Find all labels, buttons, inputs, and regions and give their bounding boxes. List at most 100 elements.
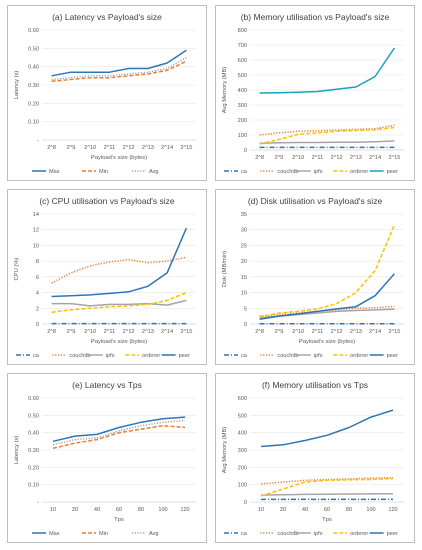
y-tick-label: 0.20 bbox=[28, 465, 39, 471]
chart-panel-c: (c) CPU utilisation vs Payload's size 0 2 4… bbox=[7, 189, 207, 365]
y-tick-label: 600 bbox=[238, 58, 247, 64]
series-line-peer bbox=[259, 273, 395, 321]
x-tick-label: 2^8 bbox=[47, 145, 56, 151]
legend-label: Min bbox=[99, 531, 108, 537]
x-tick-label: 20 bbox=[72, 507, 78, 513]
x-tick-label: 2^13 bbox=[142, 145, 154, 151]
y-tick-label: 600 bbox=[238, 396, 247, 402]
x-tick-label: 60 bbox=[324, 507, 330, 513]
y-tick-label: 200 bbox=[238, 465, 247, 471]
chart-title: (f) Memory utilisation vs Tps bbox=[262, 380, 368, 390]
legend-label: peer bbox=[387, 353, 398, 359]
legend-label: orderer bbox=[350, 531, 368, 537]
chart-panel-b: (b) Memory utilisation vs Payload's size… bbox=[215, 5, 415, 181]
chart-panel-f: (f) Memory utilisation vs Tps 0 100 200 300 4… bbox=[215, 373, 415, 543]
x-tick-label: 2^14 bbox=[161, 329, 173, 335]
y-axis-label: Avg Memory (MB) bbox=[222, 67, 228, 114]
y-tick-label: 0.60 bbox=[28, 396, 39, 402]
y-tick-label: 10 bbox=[241, 291, 247, 297]
series-line-Min bbox=[51, 60, 187, 83]
chart-title: (a) Latency vs Payload's size bbox=[52, 12, 162, 22]
series-line-peer bbox=[259, 47, 396, 94]
x-tick-label: 2^13 bbox=[142, 329, 154, 335]
x-tick-label: 2^11 bbox=[312, 329, 324, 335]
legend-label: ipfs bbox=[314, 353, 323, 359]
y-tick-label: 20 bbox=[241, 259, 247, 265]
y-tick-label: 300 bbox=[238, 103, 247, 109]
series-line-Max bbox=[52, 416, 186, 443]
legend-label: couchdb bbox=[277, 169, 298, 175]
series-line-orderer bbox=[51, 291, 187, 313]
chart-title: (c) CPU utilisation vs Payload's size bbox=[39, 196, 175, 206]
x-tick-label: 100 bbox=[158, 507, 167, 513]
x-tick-label: 2^11 bbox=[104, 329, 116, 335]
x-tick-label: 2^13 bbox=[350, 155, 362, 161]
y-axis-label: Disk (MB/min) bbox=[222, 251, 228, 287]
y-tick-label: 0.40 bbox=[28, 431, 39, 437]
legend-label: peer bbox=[387, 531, 398, 537]
series-line-orderer bbox=[259, 224, 396, 318]
y-tick-label: 0.10 bbox=[28, 120, 39, 126]
y-tick-label: 5 bbox=[244, 306, 247, 312]
y-tick-label: 0 bbox=[36, 322, 39, 328]
x-tick-label: 2^9 bbox=[274, 155, 283, 161]
x-tick-label: 2^15 bbox=[180, 145, 192, 151]
series-line-Max bbox=[51, 49, 187, 77]
chart-title: (d) Disk utilisation vs Payload's size bbox=[248, 196, 383, 206]
series-line-couchdb bbox=[259, 305, 395, 317]
legend-label: ipfs bbox=[314, 169, 323, 175]
y-tick-label: 0.30 bbox=[28, 448, 39, 454]
x-tick-label: 2^12 bbox=[331, 329, 343, 335]
legend-label: Min bbox=[99, 169, 108, 175]
x-axis-label: Payload's size (bytes) bbox=[91, 155, 147, 161]
legend-label: couchdb bbox=[277, 531, 298, 537]
series-line-Avg bbox=[52, 419, 186, 446]
series-line-couchdb bbox=[259, 124, 395, 136]
chart-title: (e) Latency vs Tps bbox=[72, 380, 142, 390]
x-axis-label: Tps bbox=[114, 517, 124, 523]
series-line-peer bbox=[260, 409, 394, 448]
y-tick-label: 0.60 bbox=[28, 28, 39, 34]
x-tick-label: 2^15 bbox=[180, 329, 192, 335]
x-tick-label: 2^10 bbox=[292, 329, 304, 335]
chart-svg: (c) CPU utilisation vs Payload's size 0 2 4… bbox=[14, 196, 196, 359]
y-tick-label: 0.50 bbox=[28, 413, 39, 419]
chart-svg: (f) Memory utilisation vs Tps 0 100 200 300 4… bbox=[222, 380, 404, 537]
chart-panel-e: (e) Latency vs Tps - 0.10 0.20 0.30 0.40 0.50 0… bbox=[7, 373, 207, 543]
y-tick-label: 0.50 bbox=[28, 46, 39, 52]
legend-label: orderer bbox=[142, 353, 160, 359]
legend-label: couchdb bbox=[277, 353, 298, 359]
y-tick-label: 30 bbox=[241, 228, 247, 234]
series-line-peer bbox=[51, 227, 188, 298]
series-line-orderer bbox=[260, 477, 394, 497]
legend-label: peer bbox=[387, 169, 398, 175]
x-tick-label: 2^9 bbox=[66, 329, 75, 335]
y-tick-label: 100 bbox=[238, 133, 247, 139]
series-line-ipfs bbox=[259, 140, 395, 145]
x-tick-label: 2^14 bbox=[161, 145, 173, 151]
legend-label: ipfs bbox=[106, 353, 115, 359]
x-tick-label: 40 bbox=[302, 507, 308, 513]
y-tick-label: 8 bbox=[36, 259, 39, 265]
x-tick-label: 2^12 bbox=[123, 329, 135, 335]
y-tick-label: 2 bbox=[36, 306, 39, 312]
y-tick-label: 25 bbox=[241, 243, 247, 249]
y-axis-label: Latency (s) bbox=[14, 71, 20, 100]
series-line-ipfs bbox=[51, 299, 187, 307]
y-axis-label: CPU (%) bbox=[14, 258, 20, 281]
chart-svg: (d) Disk utilisation vs Payload's size 0 5… bbox=[222, 196, 404, 359]
x-tick-label: 2^15 bbox=[388, 155, 400, 161]
x-axis-label: Tps bbox=[322, 517, 332, 523]
chart-svg: (e) Latency vs Tps - 0.10 0.20 0.30 0.40 0.50 0… bbox=[14, 380, 196, 537]
x-tick-label: 2^11 bbox=[104, 145, 116, 151]
x-tick-label: 2^8 bbox=[47, 329, 56, 335]
y-tick-label: 200 bbox=[238, 118, 247, 124]
x-tick-label: 120 bbox=[388, 507, 397, 513]
x-tick-label: 40 bbox=[94, 507, 100, 513]
x-tick-label: 2^13 bbox=[350, 329, 362, 335]
y-tick-label: 12 bbox=[33, 228, 39, 234]
y-axis-label: Latency (s) bbox=[14, 436, 20, 465]
x-tick-label: 2^9 bbox=[274, 329, 283, 335]
y-tick-label: 15 bbox=[241, 275, 247, 281]
series-line-couchdb bbox=[51, 256, 187, 284]
